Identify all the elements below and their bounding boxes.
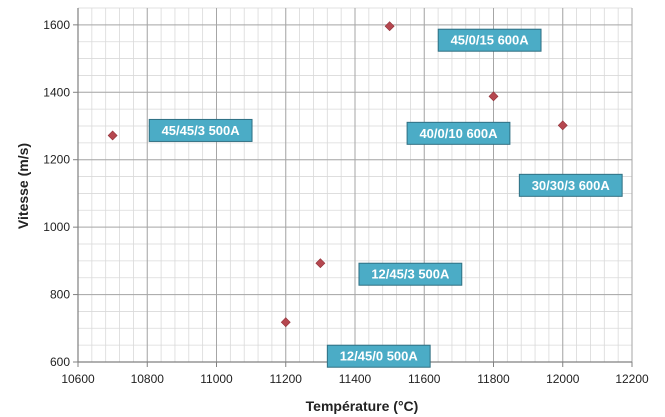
x-axis-title: Température (°C) bbox=[306, 398, 419, 414]
point-label-box bbox=[518, 173, 623, 197]
x-tick-label: 10800 bbox=[131, 372, 165, 386]
point-label: 12/45/0 500A bbox=[340, 349, 419, 364]
data-point bbox=[384, 21, 395, 32]
x-tick-label: 11600 bbox=[408, 372, 441, 386]
point-labels: 45/45/3 500A 12/45/0 500A 12/45/3 500A 45/0… bbox=[148, 28, 623, 368]
gridlines bbox=[77, 7, 633, 363]
point-label: 30/30/3 600A bbox=[532, 178, 611, 193]
y-axis-title: Vitesse (m/s) bbox=[15, 143, 31, 229]
x-tick-label: 12000 bbox=[546, 372, 580, 386]
point-label: 45/45/3 500A bbox=[162, 123, 241, 138]
x-tick-label: 11200 bbox=[270, 372, 303, 386]
y-tick-label: 1200 bbox=[43, 153, 70, 167]
point-label: 40/0/10 600A bbox=[419, 126, 498, 141]
x-tick-label: 11400 bbox=[339, 372, 372, 386]
data-point bbox=[315, 258, 326, 269]
x-tick-label: 12200 bbox=[615, 372, 649, 386]
y-tick-label: 600 bbox=[50, 355, 70, 369]
point-label: 12/45/3 500A bbox=[371, 267, 450, 282]
data-point bbox=[557, 120, 568, 131]
y-tick-label: 1400 bbox=[43, 85, 70, 99]
x-tick-labels: 10600 10800 11000 11200 11400 11600 11800 12000… bbox=[61, 372, 649, 386]
y-tick-label: 800 bbox=[50, 288, 70, 302]
y-tick-label: 1600 bbox=[43, 18, 70, 32]
data-points bbox=[107, 21, 568, 328]
x-tick-label: 11000 bbox=[200, 372, 233, 386]
point-label: 45/0/15 600A bbox=[451, 33, 530, 48]
x-tick-label: 11800 bbox=[477, 372, 510, 386]
data-point bbox=[107, 130, 118, 141]
point-label-box bbox=[326, 344, 431, 368]
y-tick-labels: 600 800 1000 1200 1400 1600 bbox=[43, 18, 70, 369]
y-tick-label: 1000 bbox=[43, 220, 70, 234]
point-label-box bbox=[406, 121, 511, 145]
data-point bbox=[488, 91, 499, 102]
data-point bbox=[280, 317, 291, 328]
x-tick-label: 10600 bbox=[61, 372, 95, 386]
point-label-box bbox=[437, 28, 542, 52]
point-label-box bbox=[358, 262, 463, 286]
point-label-box bbox=[148, 118, 253, 142]
